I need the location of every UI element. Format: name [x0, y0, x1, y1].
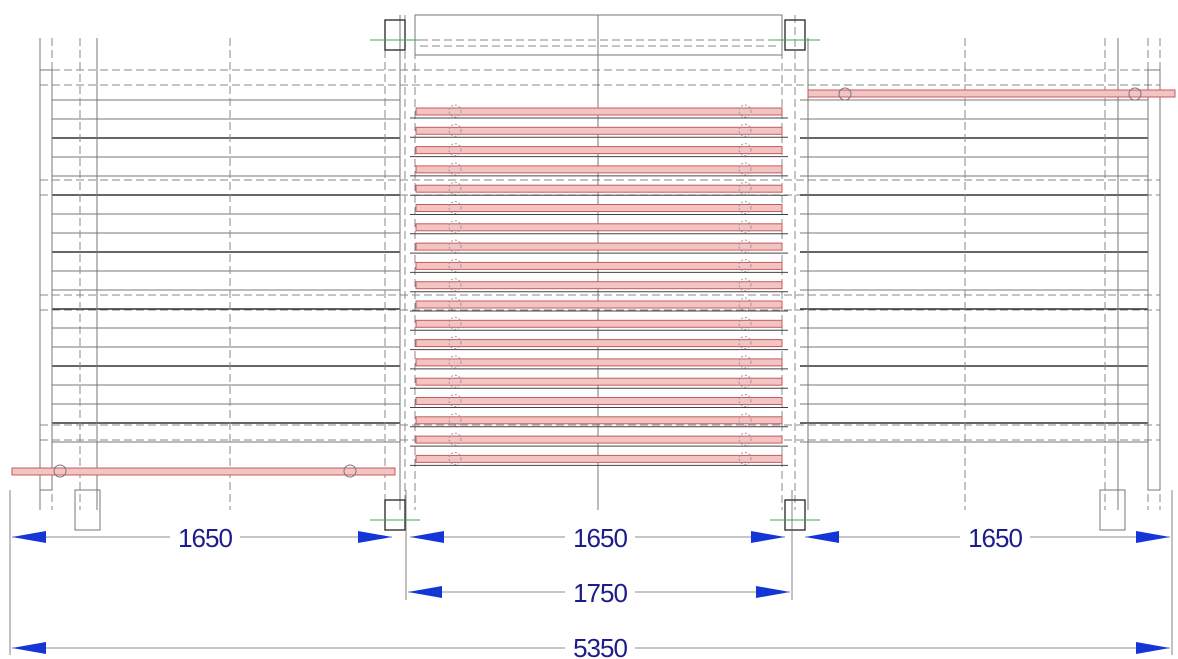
foot [1099, 489, 1126, 531]
pin [738, 181, 752, 195]
slat [415, 165, 783, 174]
arrow [1136, 642, 1170, 654]
slat [415, 397, 783, 405]
pin [738, 316, 752, 330]
post-outline [39, 69, 53, 491]
pin [448, 278, 462, 292]
pin [448, 336, 462, 350]
slat [415, 281, 783, 290]
slat [415, 454, 783, 463]
pin [448, 316, 462, 330]
pin [448, 201, 462, 214]
slat [807, 89, 1176, 98]
pin [738, 413, 752, 427]
slat [415, 146, 783, 155]
dimension-label: 1750 [573, 578, 627, 608]
pin [738, 297, 752, 311]
pin [448, 143, 462, 157]
pin [738, 123, 752, 137]
dimensions: 1650 1650 1650 1750 5350 [9, 490, 1173, 659]
slat [415, 126, 783, 135]
pin [448, 374, 462, 388]
pin [448, 123, 462, 137]
slat [415, 242, 783, 251]
dimension-label: 1650 [968, 523, 1022, 553]
pin [738, 394, 752, 407]
frame-drawing [11, 14, 1176, 531]
slat [415, 435, 783, 444]
pin [738, 336, 752, 350]
slat [415, 339, 783, 348]
slat [11, 467, 396, 476]
bracket [384, 499, 406, 531]
pin [738, 104, 752, 118]
arrow [751, 531, 785, 543]
arrow [805, 531, 839, 543]
pin [838, 87, 852, 101]
bracket [784, 19, 806, 51]
arrow [358, 531, 392, 543]
dimension-label: 5350 [573, 633, 627, 659]
slat [415, 416, 783, 425]
arrow [410, 531, 444, 543]
pin [738, 374, 752, 388]
pin [738, 432, 752, 446]
slat [415, 300, 783, 309]
pin [448, 355, 462, 369]
pin [53, 464, 67, 478]
post-outline [1147, 69, 1161, 491]
pin [448, 239, 462, 253]
slat [415, 107, 783, 116]
foot [74, 489, 101, 531]
arrow [12, 642, 46, 654]
pin [343, 464, 357, 478]
dimension-label: 1650 [573, 523, 627, 553]
pin [448, 162, 462, 176]
pin [448, 258, 462, 272]
slat [415, 377, 783, 386]
dimension-label: 1650 [178, 523, 232, 553]
pin [448, 451, 462, 465]
bracket [384, 19, 406, 51]
pin [448, 181, 462, 195]
pin [738, 451, 752, 465]
slat [415, 261, 783, 270]
pin [738, 239, 752, 253]
pin [448, 413, 462, 427]
arrow [1136, 531, 1170, 543]
arrow [12, 531, 46, 543]
arrow [756, 586, 790, 598]
top-beam [414, 14, 783, 56]
pin [738, 220, 752, 234]
slat [415, 319, 783, 328]
bracket [784, 499, 806, 531]
pin [1128, 87, 1142, 101]
slat [415, 223, 783, 232]
pin [448, 104, 462, 118]
slat [415, 358, 783, 367]
pin [738, 258, 752, 272]
pin [738, 201, 752, 214]
pin [448, 297, 462, 311]
pin [738, 355, 752, 369]
slat [415, 184, 783, 193]
pin [738, 143, 752, 157]
pin [738, 162, 752, 176]
pin [448, 394, 462, 407]
pin [738, 278, 752, 292]
slat [415, 204, 783, 212]
pin [448, 432, 462, 446]
pin [448, 220, 462, 234]
arrow [408, 586, 442, 598]
